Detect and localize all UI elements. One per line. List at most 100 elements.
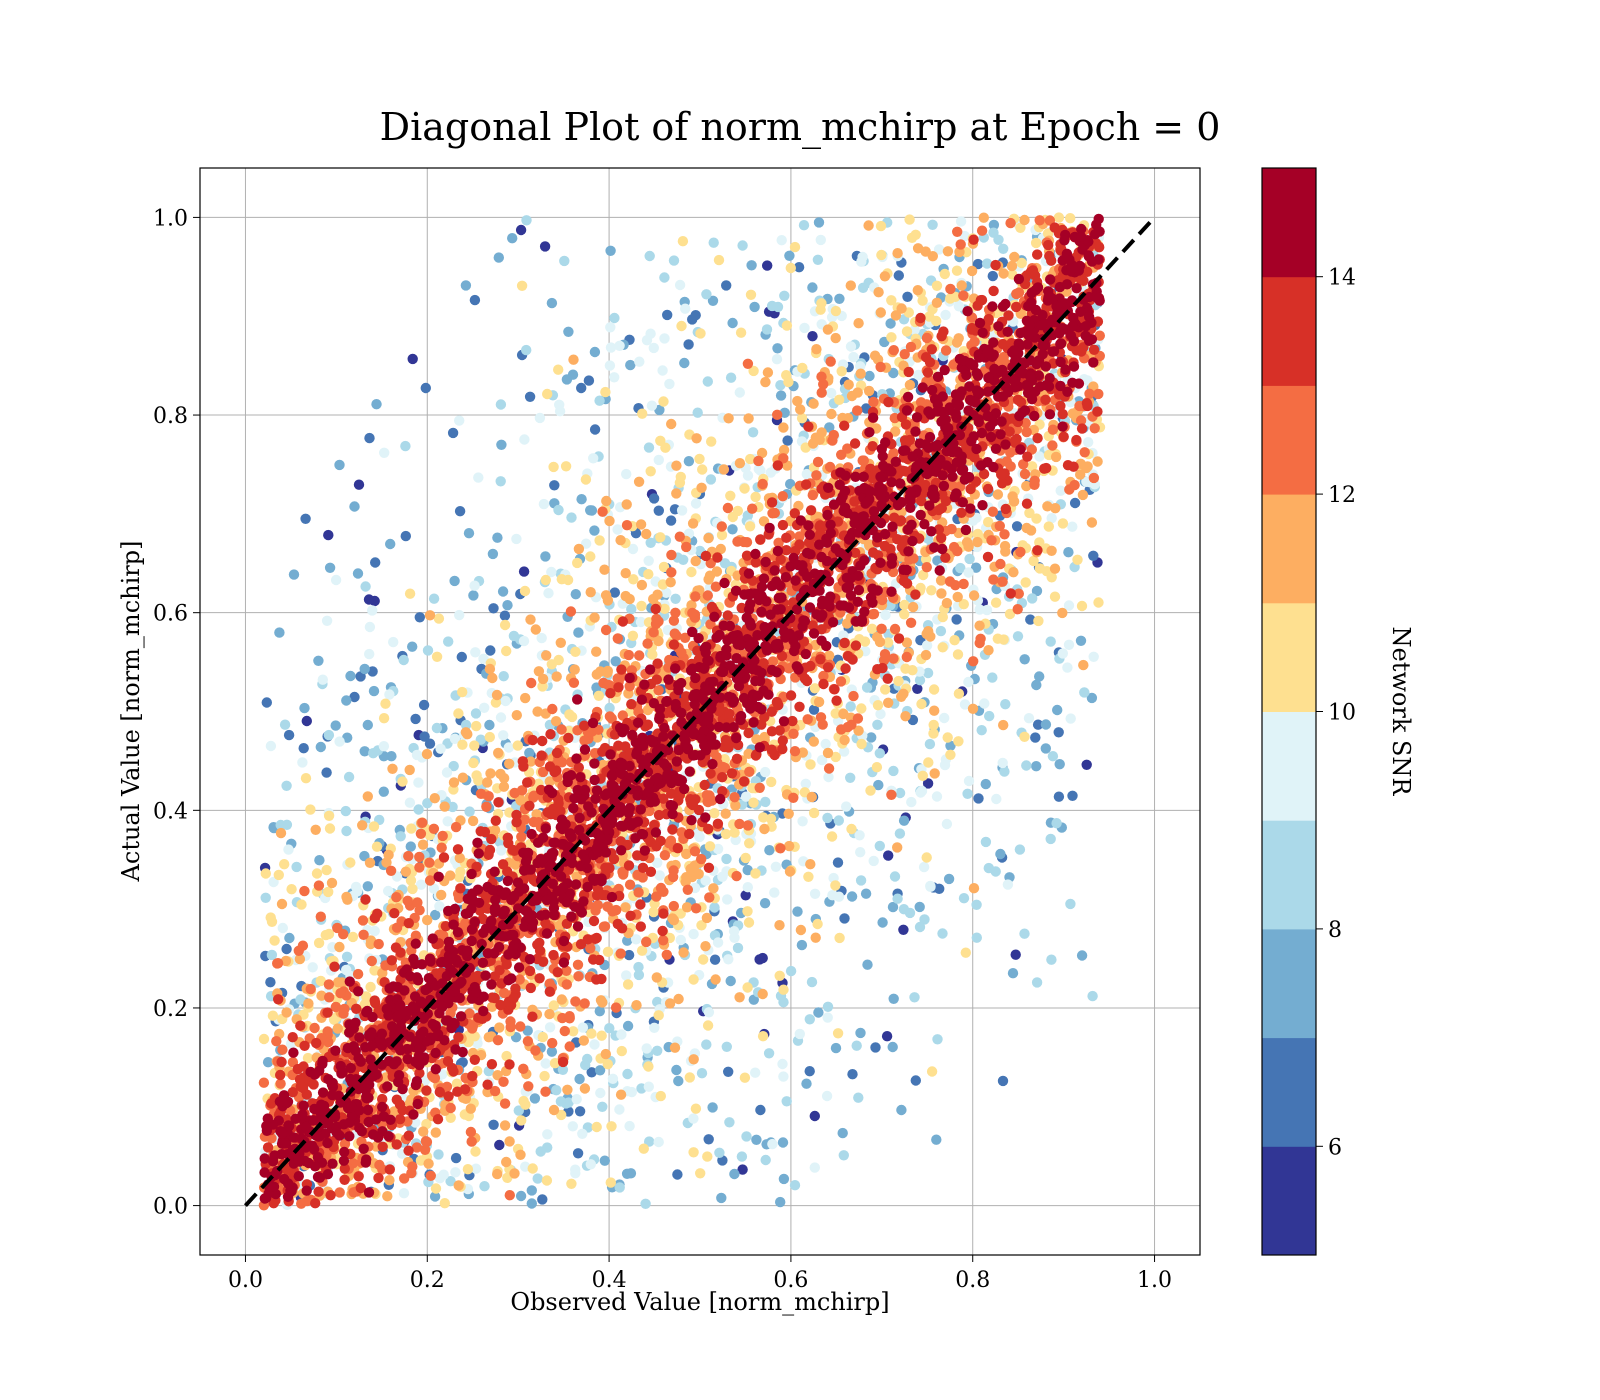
scatter-point bbox=[678, 947, 689, 958]
scatter-point bbox=[439, 1198, 450, 1209]
scatter-point bbox=[710, 974, 721, 985]
scatter-point bbox=[785, 262, 796, 274]
scatter-point bbox=[750, 1067, 761, 1078]
scatter-point bbox=[580, 474, 592, 485]
scatter-point bbox=[907, 601, 919, 613]
scatter-point bbox=[729, 792, 740, 803]
scatter-point bbox=[330, 574, 342, 586]
scatter-point bbox=[594, 395, 605, 406]
scatter-point bbox=[990, 597, 1002, 608]
scatter-point bbox=[385, 865, 397, 876]
scatter-point bbox=[456, 651, 467, 663]
scatter-point bbox=[501, 645, 512, 657]
scatter-point bbox=[594, 1006, 605, 1017]
scatter-point bbox=[902, 291, 913, 302]
scatter-point bbox=[784, 866, 796, 877]
scatter-point bbox=[722, 502, 734, 514]
scatter-point bbox=[789, 1180, 801, 1191]
scatter-point bbox=[1054, 759, 1065, 770]
scatter-point bbox=[1019, 928, 1030, 939]
scatter-point bbox=[931, 1134, 942, 1145]
scatter-point bbox=[334, 459, 345, 471]
scatter-point bbox=[670, 607, 681, 618]
scatter-point bbox=[492, 1168, 503, 1180]
scatter-point bbox=[855, 875, 867, 886]
scatter-point bbox=[313, 655, 324, 666]
scatter-point bbox=[1049, 563, 1061, 574]
scatter-point bbox=[818, 678, 829, 690]
scatter-point bbox=[547, 1037, 558, 1049]
scatter-point bbox=[422, 798, 433, 809]
scatter-point bbox=[485, 768, 496, 779]
scatter-point bbox=[778, 1173, 790, 1185]
scatter-point bbox=[1065, 213, 1076, 224]
scatter-point bbox=[415, 828, 427, 839]
scatter-point bbox=[941, 597, 953, 609]
scatter-point bbox=[643, 555, 654, 566]
scatter-point bbox=[920, 649, 932, 661]
scatter-point bbox=[704, 841, 716, 852]
scatter-point bbox=[570, 589, 581, 600]
scatter-point bbox=[457, 739, 468, 750]
scatter-points bbox=[258, 212, 1106, 1211]
scatter-point bbox=[823, 763, 835, 774]
scatter-point bbox=[652, 589, 663, 600]
scatter-point bbox=[955, 239, 966, 250]
scatter-point bbox=[583, 375, 595, 386]
scatter-point bbox=[872, 719, 883, 730]
scatter-point bbox=[508, 630, 520, 642]
scatter-point bbox=[400, 440, 411, 452]
scatter-point bbox=[560, 461, 572, 472]
scatter-point bbox=[496, 845, 507, 856]
scatter-point bbox=[515, 1190, 527, 1202]
scatter-point bbox=[1040, 719, 1052, 730]
scatter-point bbox=[597, 506, 608, 517]
scatter-point bbox=[955, 562, 966, 574]
scatter-point bbox=[547, 703, 558, 715]
scatter-point bbox=[615, 1089, 627, 1100]
scatter-point bbox=[573, 762, 584, 773]
scatter-point bbox=[829, 684, 840, 695]
scatter-point bbox=[286, 884, 297, 895]
scatter-point bbox=[283, 729, 295, 741]
scatter-point bbox=[563, 1097, 574, 1108]
scatter-point bbox=[623, 649, 634, 661]
scatter-point bbox=[1031, 679, 1042, 691]
scatter-point bbox=[557, 1056, 569, 1068]
scatter-point bbox=[573, 543, 585, 555]
scatter-point bbox=[540, 574, 551, 586]
scatter-point bbox=[1024, 507, 1035, 519]
scatter-point bbox=[567, 369, 579, 380]
scatter-point bbox=[606, 1121, 617, 1132]
scatter-point bbox=[591, 1121, 602, 1133]
scatter-point bbox=[634, 356, 645, 367]
scatter-point bbox=[640, 1198, 651, 1210]
scatter-point bbox=[430, 1127, 441, 1138]
scatter-point bbox=[586, 505, 598, 516]
scatter-point bbox=[725, 372, 737, 383]
scatter-point bbox=[888, 367, 899, 379]
scatter-point bbox=[380, 698, 391, 709]
scatter-point bbox=[931, 315, 942, 327]
scatter-point bbox=[424, 857, 435, 868]
scatter-point bbox=[972, 528, 983, 540]
scatter-point bbox=[783, 808, 794, 819]
scatter-point bbox=[747, 427, 759, 438]
scatter-point bbox=[433, 1149, 444, 1160]
scatter-point bbox=[648, 906, 659, 918]
scatter-point bbox=[357, 820, 368, 831]
scatter-point bbox=[559, 1025, 570, 1037]
scatter-point bbox=[740, 890, 751, 901]
scatter-point bbox=[526, 1185, 537, 1196]
scatter-point bbox=[672, 1169, 683, 1180]
scatter-point bbox=[1030, 732, 1041, 743]
scatter-point bbox=[900, 711, 911, 722]
scatter-point bbox=[585, 1159, 596, 1170]
scatter-point bbox=[1057, 648, 1069, 659]
scatter-point bbox=[898, 688, 909, 699]
scatter-point bbox=[664, 378, 675, 390]
scatter-point bbox=[654, 870, 665, 881]
scatter-point bbox=[937, 928, 948, 939]
scatter-point bbox=[546, 297, 558, 309]
scatter-point bbox=[636, 945, 648, 956]
